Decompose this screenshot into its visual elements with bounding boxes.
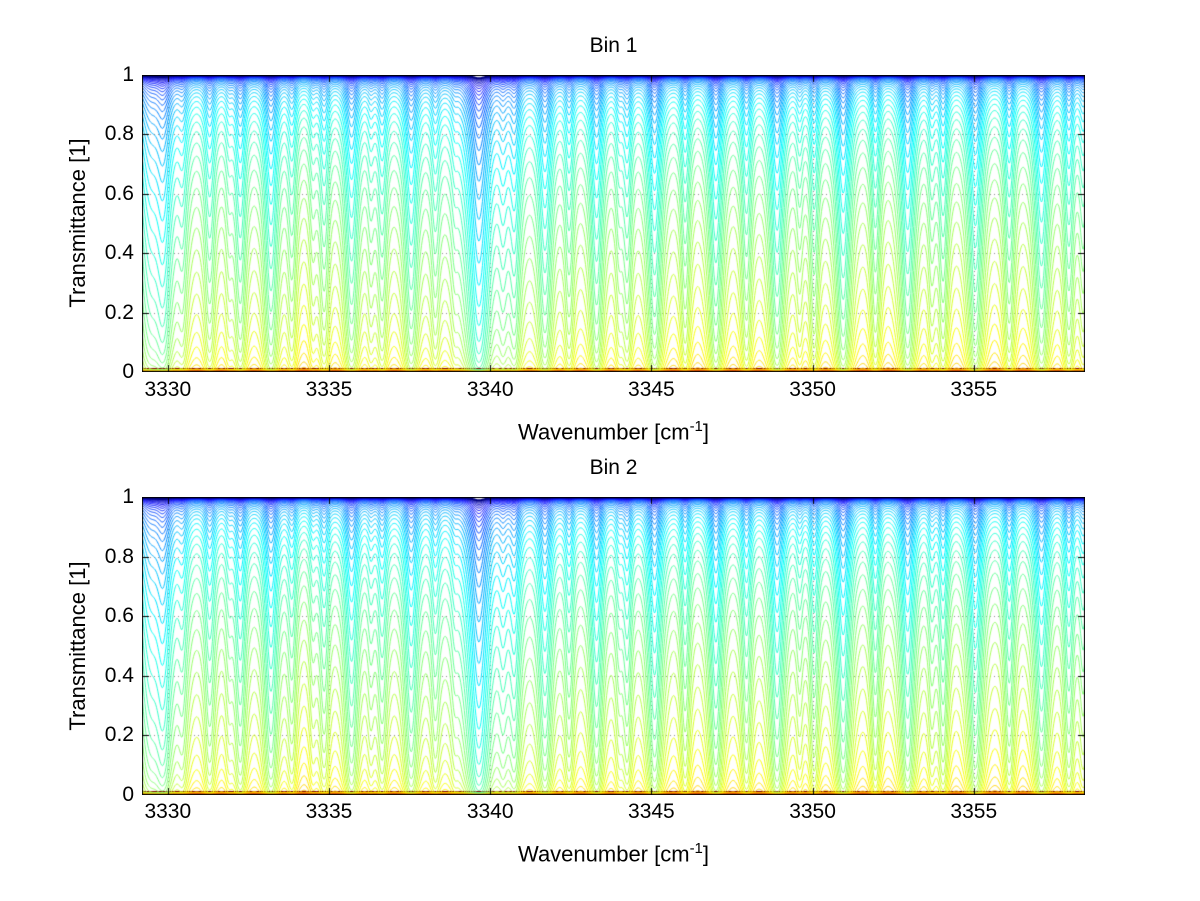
x-axis-label-exponent: -1 [689,840,703,857]
x-tick-label: 3330 [144,800,192,823]
x-tick-label: 3335 [305,378,353,401]
x-axis-label-close: ] [702,419,709,445]
x-axis-label-close: ] [702,841,709,867]
plot-title-bin2: Bin 2 [589,456,638,479]
y-tick-labels-bin2: 0 0.2 0.4 0.6 0.8 1 [80,485,134,806]
y-tick-label: 1 [122,485,134,508]
x-tick-label: 3355 [950,378,998,401]
x-tick-label: 3355 [950,800,998,823]
y-tick-label: 0 [122,783,134,806]
y-tick-label: 0 [122,360,134,383]
x-tick-label: 3350 [789,378,836,401]
plot-title-bin1: Bin 1 [589,34,638,57]
y-tick-label: 1 [122,63,134,86]
x-tick-label: 3345 [628,378,675,401]
x-axis-label-bin1: Wavenumber [cm-1] [142,418,1085,445]
x-axis-label-exponent: -1 [689,418,703,435]
x-axis-label-base: Wavenumber [cm [518,419,690,445]
x-tick-label: 3330 [144,378,192,401]
plot-canvas-bin2 [142,497,1085,795]
plot-canvas-bin1 [142,75,1085,372]
y-tick-label: 0.4 [104,663,134,687]
x-tick-label: 3350 [789,800,836,823]
x-tick-label: 3340 [466,800,514,823]
y-tick-label: 0.2 [104,723,134,747]
x-tick-label: 3335 [305,800,353,823]
y-tick-label: 0.4 [104,241,134,265]
y-tick-label: 0.8 [104,544,134,568]
y-tick-label: 0.2 [104,300,134,324]
y-tick-label: 0.8 [104,122,134,146]
x-axis-label-bin2: Wavenumber [cm-1] [142,840,1085,867]
x-tick-labels-bin2: 3330 3335 3340 3345 3350 3355 [142,800,1085,826]
x-tick-label: 3340 [466,378,514,401]
y-tick-label: 0.6 [104,181,134,205]
y-tick-label: 0.6 [104,604,134,628]
x-tick-labels-bin1: 3330 3335 3340 3345 3350 3355 [142,378,1085,404]
x-tick-label: 3345 [628,800,675,823]
y-tick-labels-bin1: 0 0.2 0.4 0.6 0.8 1 [80,63,134,383]
x-axis-label-base: Wavenumber [cm [518,841,690,867]
